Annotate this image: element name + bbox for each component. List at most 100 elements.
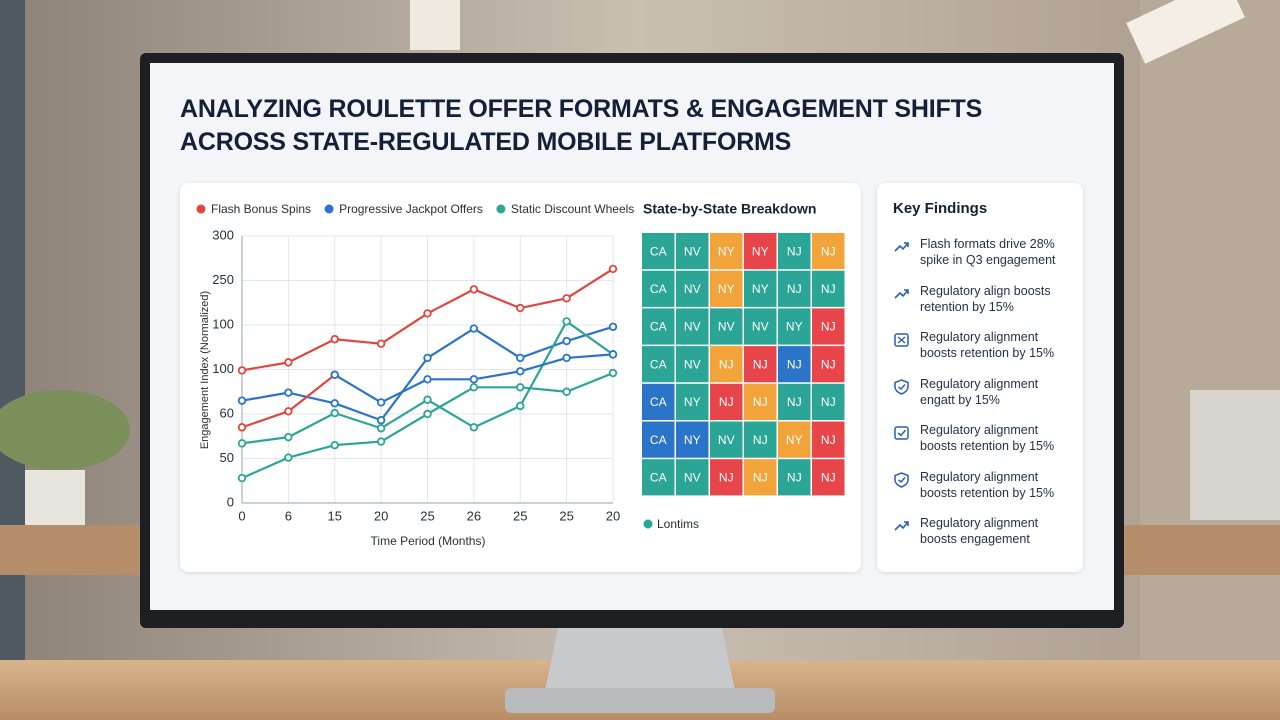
wall-right [1140,0,1280,720]
heatmap-cell [710,383,743,420]
data-point [516,367,525,376]
heatmap-cell [778,459,811,496]
heatmap-label: NV [718,320,735,334]
heatmap-label: NJ [753,357,768,371]
heatmap-label: NV [684,282,701,296]
heatmap-label: NJ [753,433,768,447]
heatmap-cell [676,233,709,270]
finding-icon [894,472,909,488]
heatmap-cell [778,308,811,345]
heatmap-label: NJ [821,320,836,334]
plant-pot [25,470,85,530]
heatmap-cell [710,270,743,307]
finding-icon [894,242,909,252]
heatmap-label: NJ [821,282,836,296]
y-tick-label: 50 [220,450,234,465]
window-frame [0,0,25,720]
data-point [423,353,432,363]
heatmap-label: NV [684,244,701,258]
heatmap-cell [744,233,777,270]
data-point [330,370,339,380]
heatmap-label: NY [786,433,803,447]
heatmap-title: State-by-State Breakdown [643,201,816,217]
finding-text: Regulatory align boosts retention by 15% [920,284,1051,314]
legend-label: Progressive Jackpot Offers [339,202,483,216]
y-tick-label: 60 [220,405,234,420]
finding: Regulatory align boosts retention by 15% [893,283,1073,315]
heatmap-cell [812,459,845,496]
legend-marker [324,204,334,214]
heatmap-cell [710,421,743,458]
ceiling-light [1126,0,1245,64]
data-point [562,336,571,346]
heatmap-cell [676,383,709,420]
data-point [376,437,386,446]
legend-label: Static Discount Wheels [511,202,634,216]
heatmap-label: NJ [719,395,734,409]
heatmap-cell [812,421,845,458]
x-tick-label: 20 [606,508,620,523]
heatmap-label: NY [718,244,735,258]
heatmap-cell [812,270,845,307]
data-point [284,388,293,397]
x-tick-label: 25 [420,508,434,523]
heatmap-label: NJ [787,282,802,296]
data-point [469,324,479,333]
finding: Regulatory alignment boosts retention by… [893,329,1073,361]
data-point [608,350,618,359]
heatmap-cell [778,421,811,458]
heatmap-cell [812,346,845,383]
finding-icon [894,521,909,531]
data-point [237,396,247,405]
finding-text: Regulatory alignment boosts retention by… [920,470,1055,500]
data-point [562,294,571,303]
finding-text: Regulatory alignment boosts retention by… [920,423,1055,453]
heatmap-cell [778,383,811,420]
heatmap-label: NJ [787,244,802,258]
data-point [376,416,386,425]
y-tick-label: 100 [212,316,234,331]
legend-marker [643,519,653,529]
y-tick-label: 300 [212,227,234,242]
heatmap-label: CA [650,282,667,296]
data-point [608,322,618,331]
y-tick-label: 0 [227,494,234,509]
data-point [516,353,525,363]
legend-label: Flash Bonus Spins [211,202,311,216]
finding: Flash formats drive 28% spike in Q3 enga… [893,236,1073,268]
heatmap-label: CA [650,470,667,484]
monitor-stand [545,620,735,690]
heatmap-cell [642,270,675,307]
heatmap-cell [744,270,777,307]
finding: Regulatory alignment boosts retention by… [893,469,1073,501]
data-point [284,453,293,462]
data-point [423,409,432,419]
heatmap-label: NY [718,282,735,296]
data-point [562,387,571,396]
heatmap-cell [812,383,845,420]
data-point [562,353,571,363]
data-point [469,285,479,294]
heatmap-cell [642,346,675,383]
heatmap-label: NV [684,470,701,484]
finding-text: Regulatory alignment engatt by 15% [920,377,1039,407]
data-point [330,408,339,418]
heatmap-label: NY [752,244,769,258]
heatmap-label: NV [752,320,769,334]
heatmap-cell [642,233,675,270]
heatmap-label: NV [718,433,735,447]
heatmap-label: NV [684,357,701,371]
data-point [516,401,525,411]
heatmap-label: NJ [821,395,836,409]
heatmap-cell [744,383,777,420]
y-tick-label: 250 [212,272,234,287]
heatmap-label: NY [684,433,701,447]
heatmap-label: NY [786,320,803,334]
heatmap-label: NJ [719,470,734,484]
heatmap-cell [642,459,675,496]
heatmap-label: NJ [821,357,836,371]
data-point [469,375,479,384]
x-tick-label: 20 [374,508,388,523]
y-tick-label: 100 [212,361,234,376]
